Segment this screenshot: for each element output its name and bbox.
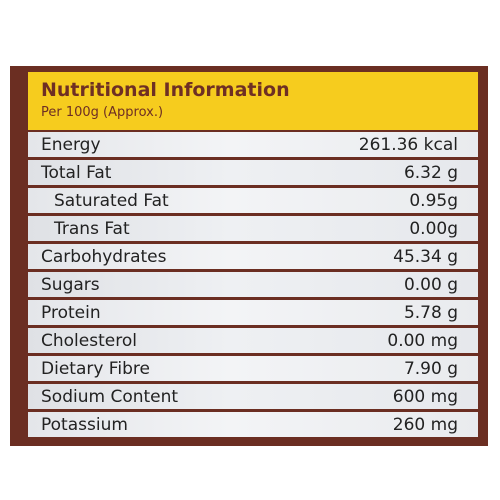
nutrient-value: 0.95g [409, 191, 458, 211]
nutrient-value: 0.00 g [403, 275, 458, 295]
nutrient-name: Total Fat [41, 163, 112, 183]
nutrient-value: 261.36 kcal [358, 135, 458, 155]
nutrient-value: 45.34 g [393, 247, 458, 267]
nutrient-value: 0.00g [409, 219, 458, 239]
nutrition-subtitle: Per 100g (Approx.) [41, 105, 164, 120]
nutrient-name: Carbohydrates [41, 247, 167, 267]
nutrition-row-trans-fat: Trans Fat 0.00g [28, 216, 478, 241]
nutrition-row-dietary-fibre: Dietary Fibre 7.90 g [28, 356, 478, 381]
nutrient-name: Dietary Fibre [41, 359, 150, 379]
nutrient-value: 260 mg [392, 415, 458, 435]
nutrient-name: Protein [41, 303, 101, 323]
nutrition-row-potassium: Potassium 260 mg [28, 412, 478, 437]
nutrient-name: Trans Fat [54, 219, 130, 239]
nutrition-row-sodium: Sodium Content 600 mg [28, 384, 478, 409]
nutrient-value: 7.90 g [403, 359, 458, 379]
nutrient-name: Saturated Fat [54, 191, 169, 211]
nutrient-value: 6.32 g [403, 163, 458, 183]
nutrient-name: Sugars [41, 275, 100, 295]
nutrient-value: 0.00 mg [387, 331, 458, 351]
nutrition-row-carbohydrates: Carbohydrates 45.34 g [28, 244, 478, 269]
nutrient-name: Sodium Content [41, 387, 179, 407]
nutrition-row-cholesterol: Cholesterol 0.00 mg [28, 328, 478, 353]
nutrition-row-protein: Protein 5.78 g [28, 300, 478, 325]
nutrient-value: 600 mg [392, 387, 458, 407]
nutrition-row-saturated-fat: Saturated Fat 0.95g [28, 188, 478, 213]
nutrient-name: Potassium [41, 415, 128, 435]
nutrient-value: 5.78 g [403, 303, 458, 323]
nutrition-header [28, 72, 478, 130]
nutrient-name: Cholesterol [41, 331, 137, 351]
nutrition-row-energy: Energy 261.36 kcal [28, 132, 478, 157]
nutrition-row-total-fat: Total Fat 6.32 g [28, 160, 478, 185]
nutrient-name: Energy [41, 135, 101, 155]
nutrition-row-sugars: Sugars 0.00 g [28, 272, 478, 297]
nutrition-table: Energy 261.36 kcal Total Fat 6.32 g Satu… [28, 132, 478, 440]
nutrition-title: Nutritional Information [41, 79, 290, 101]
